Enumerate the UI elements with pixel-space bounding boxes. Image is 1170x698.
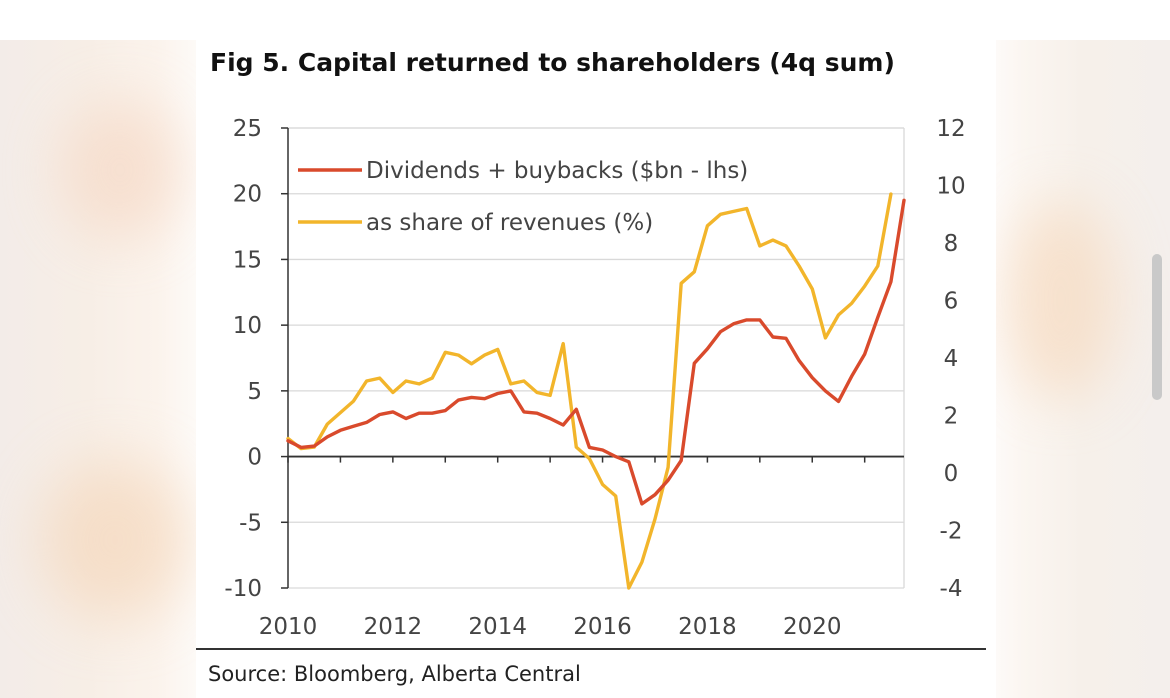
source-note: Source: Bloomberg, Alberta Central [208,662,581,686]
legend-label: Dividends + buybacks ($bn - lhs) [366,158,748,184]
series-line-share-of-revenues [286,192,893,590]
y-right-tick-label: -4 [940,576,963,602]
x-tick-label: 2016 [573,614,632,640]
x-tick-label: 2020 [783,614,842,640]
y-left-tick-label: -5 [239,510,262,536]
y-right-tick-label: 4 [944,346,959,372]
y-left-tick-label: -10 [224,576,262,602]
y-right-tick-label: 8 [944,231,959,257]
scrollbar-thumb[interactable] [1152,254,1162,400]
y-left-tick-label: 15 [233,247,262,273]
x-tick-label: 2018 [678,614,737,640]
y-right-tick-label: 6 [944,289,959,315]
series-lines [286,192,906,590]
x-tick-label: 2014 [468,614,527,640]
y-right-tick-label: 10 [936,174,965,200]
y-right-tick-label: 12 [936,116,965,142]
chart-title: Fig 5. Capital returned to shareholders … [210,48,895,77]
source-divider [196,648,986,650]
gridlines [288,127,904,589]
blurred-background-right [996,40,1170,698]
legend: Dividends + buybacks ($bn - lhs) as share… [298,158,748,236]
y-left-tick-label: 10 [233,313,262,339]
y-right-tick-label: 0 [944,461,959,487]
y-left-tick-label: 5 [247,379,262,405]
y-right-tick-label: 2 [944,404,959,430]
y-left-tick-label: 25 [233,116,262,142]
blurred-background-left [0,40,196,698]
y-right-tick-label: -2 [940,519,963,545]
y-left-tick-label: 20 [233,182,262,208]
axes: -10 -5 0 5 10 15 20 25 -4 -2 0 2 4 6 8 10 12 2010 2012 2014… [224,116,965,640]
y-left-tick-label: 0 [247,445,262,471]
legend-label: as share of revenues (%) [366,210,653,236]
series-line-dividends-buybacks [286,198,906,506]
x-tick-label: 2012 [364,614,423,640]
top-band [0,0,1170,40]
x-tick-label: 2010 [259,614,318,640]
